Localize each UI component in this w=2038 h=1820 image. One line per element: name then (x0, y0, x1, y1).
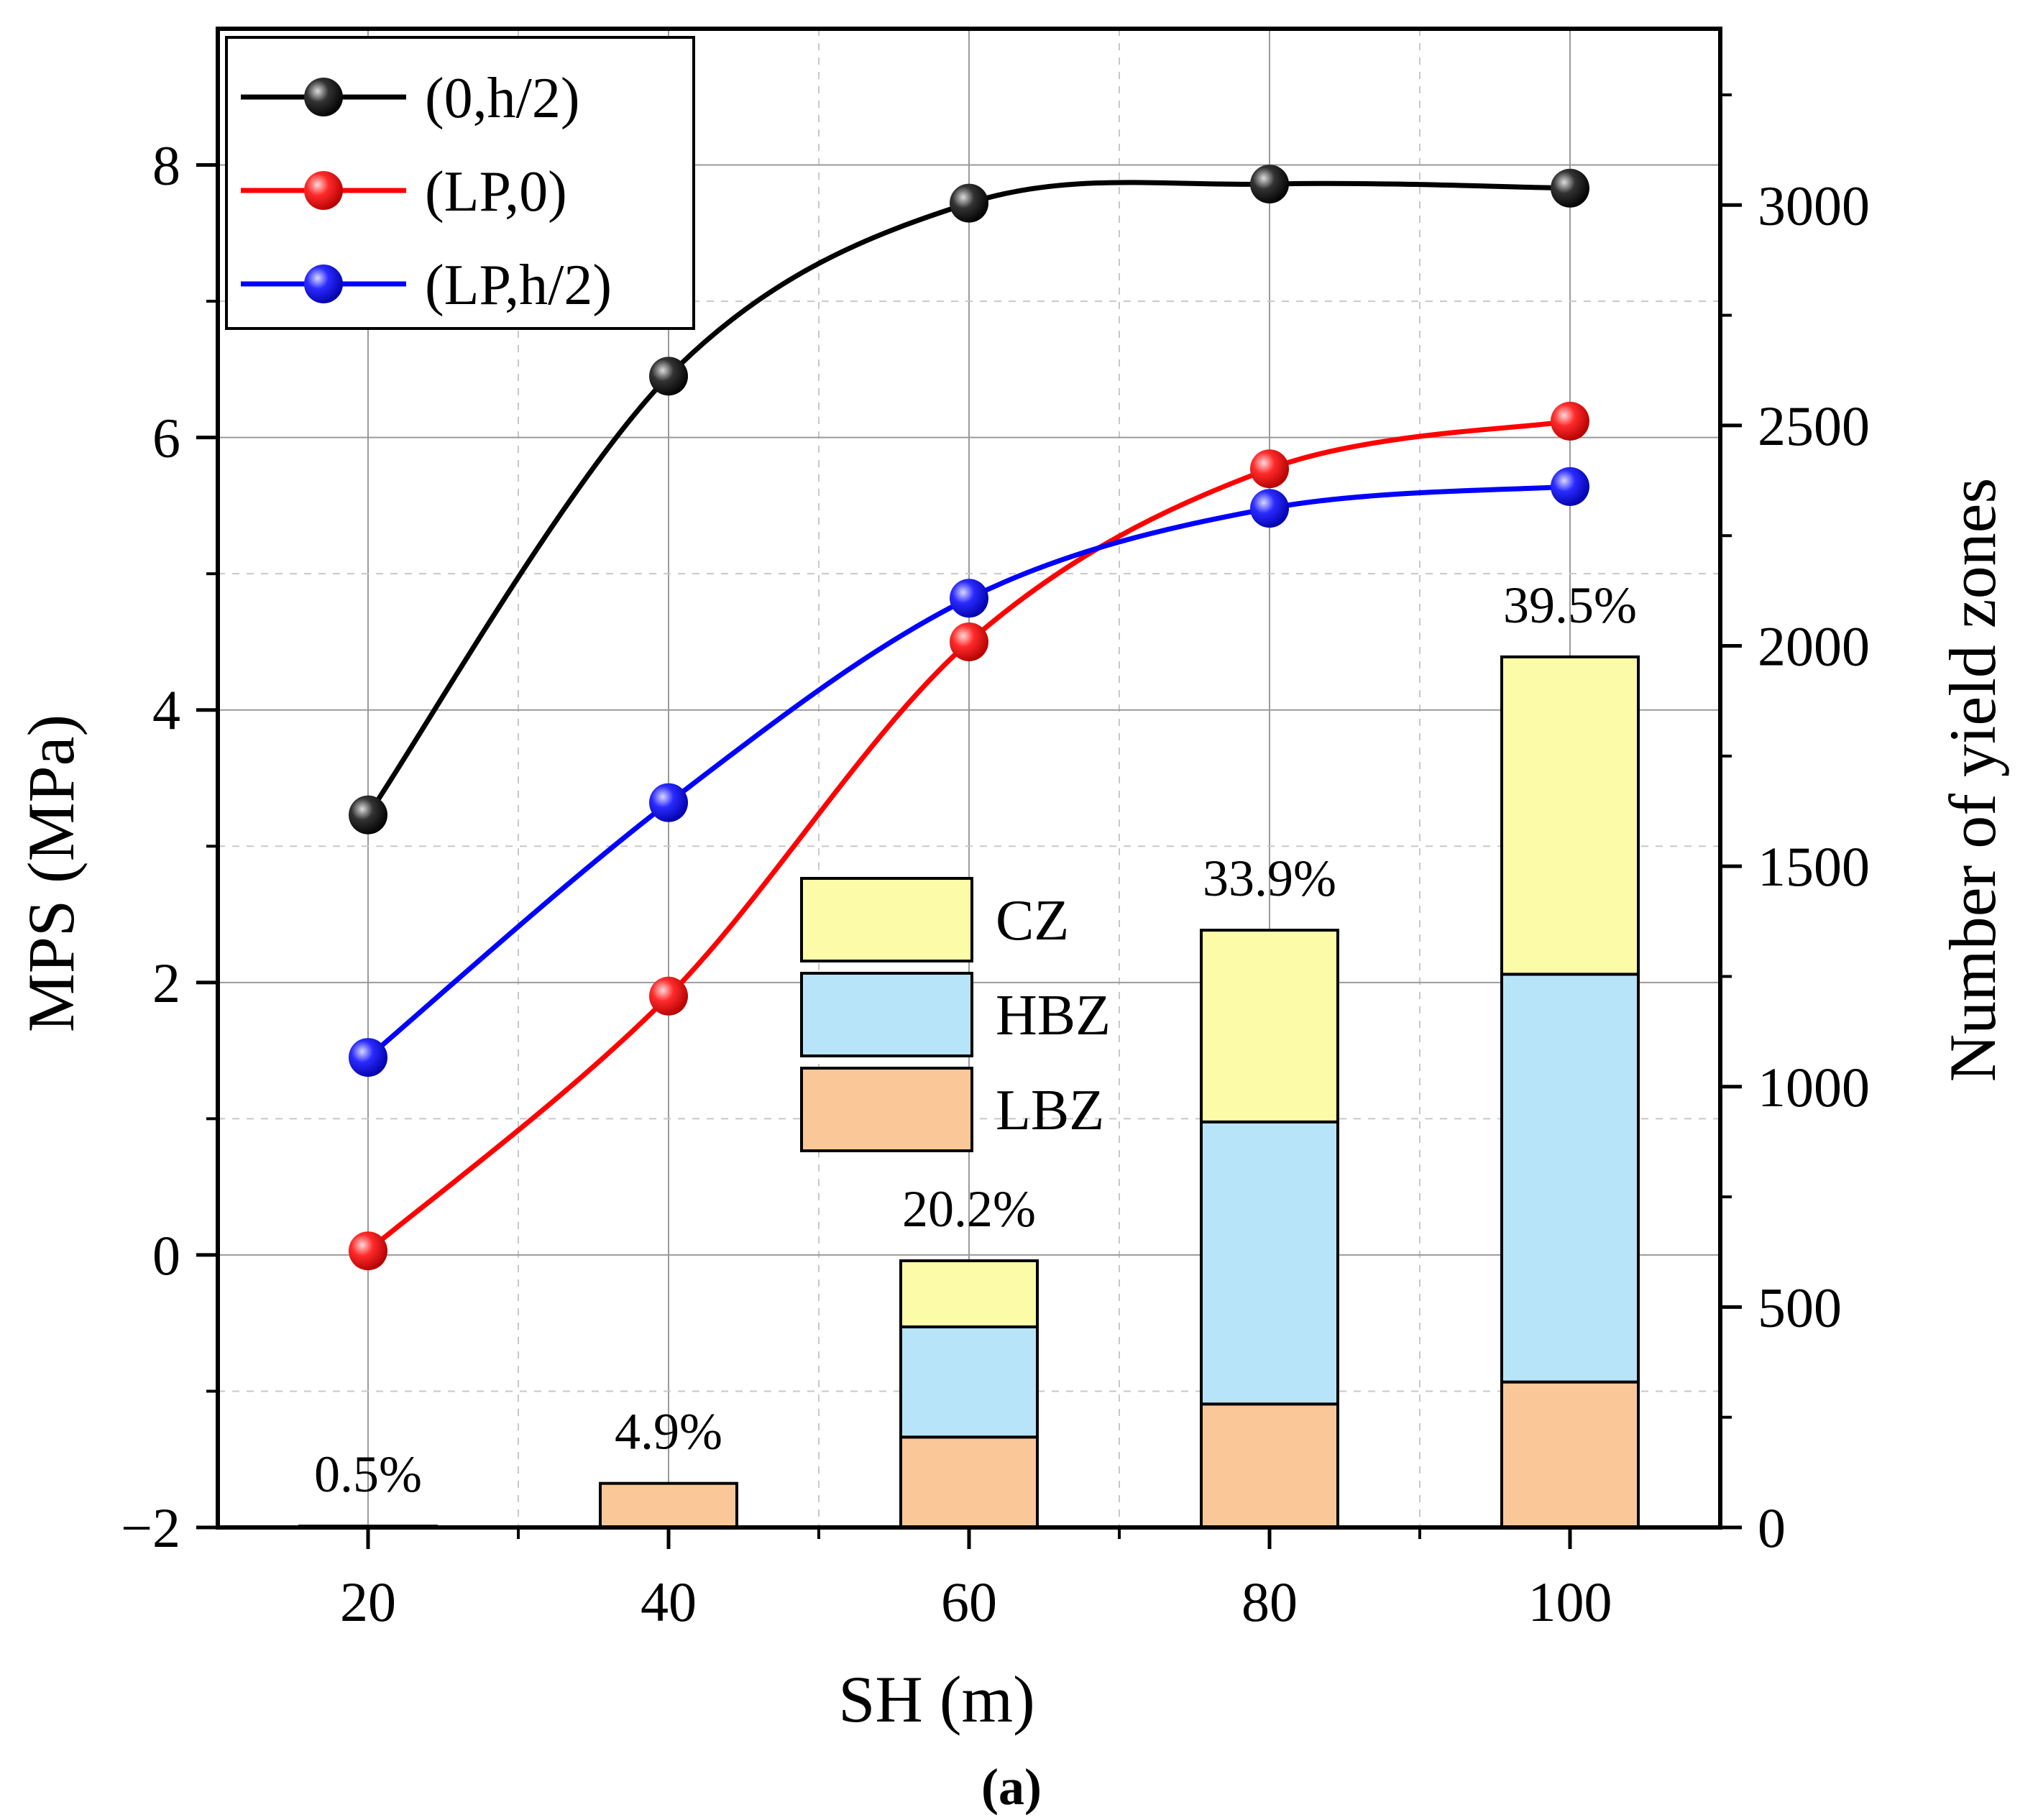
tick-labels: 20 40 60 80 100−2024680500100015002000250030… (121, 134, 1870, 1633)
x-tick-label: 60 (941, 1571, 997, 1633)
series-marker (349, 1038, 387, 1077)
y-right-tick-label: 1000 (1758, 1056, 1870, 1118)
axes (196, 27, 1742, 1549)
bar-lbz (899, 1435, 1039, 1529)
y-axis-left-title: MPS (MPa) (14, 714, 88, 1032)
legend-label: HBZ (996, 984, 1111, 1047)
y-right-tick-label: 500 (1758, 1276, 1842, 1338)
legend-label: (0,h/2) (425, 67, 580, 130)
legend-marker (304, 171, 343, 210)
bar-percent-label: 4.9% (615, 1403, 722, 1461)
bar-percent-label: 20.2% (902, 1180, 1036, 1238)
legend-label: CZ (996, 889, 1069, 952)
legend-label: LBZ (996, 1079, 1104, 1142)
bar-cz (1200, 929, 1339, 1123)
figure-caption: (a) (981, 1758, 1042, 1816)
y-left-tick-label: −2 (121, 1497, 180, 1559)
y-right-tick-label: 1500 (1758, 835, 1870, 898)
series-marker (950, 622, 988, 661)
bar-cz (1500, 655, 1640, 976)
stacked-bars (298, 655, 1640, 1530)
bar-percent-labels: 0.5% 4.9% 20.2% 33.9% 39.5% (314, 576, 1637, 1503)
bar-hbz (899, 1325, 1039, 1439)
series-line (366, 418, 1571, 1253)
legend-swatch-hbz (800, 972, 973, 1057)
y-left-tick-label: 2 (152, 952, 180, 1014)
y-left-tick-label: 4 (152, 679, 180, 742)
y-left-tick-label: 0 (152, 1224, 180, 1287)
legend-lines: (0,h/2) (LP,0) (LP,h/2) (225, 36, 695, 330)
x-axis-title: SH (m) (838, 1663, 1034, 1736)
series-line (366, 484, 1571, 1060)
series-marker (1250, 489, 1289, 528)
series-marker (1551, 401, 1589, 441)
legend-bars: CZ HBZ LBZ (800, 877, 1111, 1152)
y-left-tick-label: 6 (152, 407, 180, 469)
bar-lbz (1500, 1380, 1640, 1529)
line-series (349, 165, 1589, 1271)
series-marker (349, 795, 387, 835)
bar-percent-label: 0.5% (314, 1446, 422, 1503)
bar-hbz (1500, 973, 1640, 1384)
bar-hbz (1200, 1120, 1339, 1406)
y-left-tick-label: 8 (152, 134, 180, 197)
legend-swatch-lbz (800, 1067, 973, 1152)
bar-percent-label: 39.5% (1503, 576, 1637, 634)
series-marker (950, 579, 988, 618)
y-right-tick-label: 2000 (1758, 615, 1870, 678)
series-marker (349, 1231, 387, 1271)
series-marker (1551, 168, 1589, 208)
y-axis-right-title: Number of yield zones (1936, 478, 2009, 1083)
series-marker (1250, 165, 1289, 204)
x-tick-label: 100 (1528, 1571, 1612, 1633)
y-right-tick-label: 2500 (1758, 395, 1870, 457)
legend-marker (304, 78, 343, 116)
series-marker (1551, 467, 1589, 506)
series-marker (649, 976, 688, 1016)
series-marker (950, 183, 988, 223)
legend-marker (304, 265, 343, 303)
bar-percent-label: 33.9% (1203, 850, 1336, 907)
legend-label: (LP,h/2) (425, 254, 612, 317)
series-line (366, 180, 1571, 817)
bar-cz (899, 1259, 1039, 1328)
legend-swatch-cz (800, 877, 973, 962)
bar-lbz (1200, 1402, 1339, 1529)
series-marker (649, 783, 688, 822)
x-tick-label: 40 (641, 1571, 697, 1633)
series-marker (1250, 449, 1289, 489)
bar-lbz (599, 1481, 738, 1530)
x-tick-label: 20 (340, 1571, 396, 1633)
legend-label: (LP,0) (425, 160, 567, 224)
series-marker (649, 357, 688, 396)
x-tick-label: 80 (1241, 1571, 1298, 1633)
y-right-tick-label: 0 (1758, 1497, 1786, 1559)
line-legend-box (225, 36, 695, 330)
y-right-tick-label: 3000 (1758, 174, 1870, 236)
